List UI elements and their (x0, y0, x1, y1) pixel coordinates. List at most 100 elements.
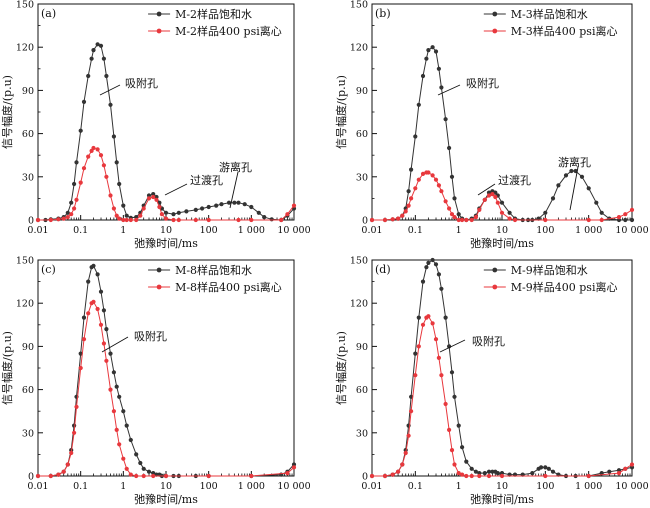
data-point (91, 299, 96, 304)
data-point (447, 145, 452, 151)
y-tick-label: 120 (350, 299, 368, 310)
data-point (439, 189, 444, 194)
data-point (569, 168, 574, 174)
data-point (416, 315, 421, 320)
x-tick-label: 0.01 (361, 225, 382, 236)
data-point (291, 203, 297, 208)
data-point (452, 215, 457, 220)
data-point (111, 206, 116, 211)
data-point (163, 210, 169, 215)
data-point (495, 200, 500, 205)
data-point (95, 147, 100, 152)
data-point (285, 212, 290, 217)
data-point (101, 341, 106, 346)
data-point (81, 315, 87, 320)
data-point (486, 193, 492, 198)
y-tick-label: 0 (362, 472, 368, 483)
data-point (146, 469, 152, 474)
x-tick-label: 100 (200, 225, 218, 236)
y-tick-label: 60 (356, 129, 368, 140)
data-point (98, 153, 104, 158)
data-point (91, 263, 96, 268)
data-point (108, 102, 113, 107)
data-point (460, 217, 465, 223)
x-tick-label: 1 000 (238, 481, 265, 492)
annotation-pointer (99, 84, 121, 96)
x-tick-label: 10 (160, 481, 172, 492)
y-tick-label: 150 (16, 256, 34, 267)
data-point (460, 445, 465, 450)
series-line-2 (38, 301, 295, 477)
data-point (56, 472, 61, 477)
data-point (473, 469, 478, 474)
data-point (249, 473, 254, 479)
y-tick-label: 0 (28, 216, 34, 227)
data-point (269, 217, 274, 222)
x-tick-label: 0.01 (361, 481, 382, 492)
data-point (101, 56, 106, 61)
data-point (91, 145, 96, 151)
data-point (176, 210, 181, 215)
data-point (439, 85, 444, 90)
data-point (413, 351, 418, 356)
data-point (563, 173, 569, 178)
legend-entry: M-3样品400 psi离心 (511, 24, 618, 38)
data-point (382, 473, 388, 479)
data-point (449, 212, 455, 217)
y-axis-label: 信号幅度/(p.u) (0, 331, 14, 405)
y-tick-label: 150 (350, 256, 368, 267)
y-tick-label: 90 (356, 342, 368, 353)
data-point (416, 344, 421, 349)
y-tick-label: 90 (356, 86, 368, 97)
data-point (226, 200, 232, 205)
data-point (214, 203, 219, 208)
annotation-label: 吸附孔 (125, 76, 158, 90)
chart-panel-3: 0.01 0.1 1 10 100 1 000 10 000 0 30 60 90 120 150 弛豫时… (0, 256, 311, 507)
data-point (242, 202, 247, 207)
data-point (65, 215, 70, 220)
data-point (114, 160, 119, 165)
data-point (151, 192, 156, 197)
x-tick-label: 0.01 (27, 225, 48, 236)
data-point (447, 427, 452, 432)
data-point (69, 212, 74, 217)
x-tick-label: 0.1 (73, 225, 88, 236)
data-point (124, 423, 129, 428)
data-point (482, 471, 487, 476)
data-point (91, 48, 96, 53)
data-point (413, 373, 418, 378)
data-point (104, 73, 109, 79)
data-point (499, 210, 505, 215)
data-point (154, 197, 159, 202)
y-tick-label: 30 (356, 172, 368, 183)
data-point (406, 433, 411, 438)
data-point (482, 197, 487, 202)
data-point (477, 207, 482, 212)
data-point (114, 427, 119, 432)
data-point (449, 370, 455, 375)
data-point (279, 217, 284, 223)
data-point (616, 217, 622, 223)
legend-entry: M-2样品400 psi离心 (175, 24, 282, 38)
data-point (420, 73, 426, 79)
data-point (556, 183, 561, 188)
data-point (409, 409, 414, 414)
data-point (81, 166, 87, 171)
data-point (98, 289, 104, 294)
data-point (134, 473, 139, 479)
data-point (586, 217, 591, 223)
data-point (285, 471, 290, 476)
data-point (486, 473, 492, 479)
data-point (108, 387, 113, 392)
data-point (65, 462, 70, 467)
x-tick-label: 100 (200, 481, 218, 492)
data-point (449, 174, 455, 179)
data-point (499, 200, 505, 205)
annotation-label: 过渡孔 (498, 173, 531, 187)
data-point (171, 212, 176, 217)
data-point (400, 213, 405, 218)
data-point (262, 215, 267, 220)
data-point (72, 206, 77, 211)
data-point (114, 384, 119, 389)
data-point (586, 186, 591, 191)
